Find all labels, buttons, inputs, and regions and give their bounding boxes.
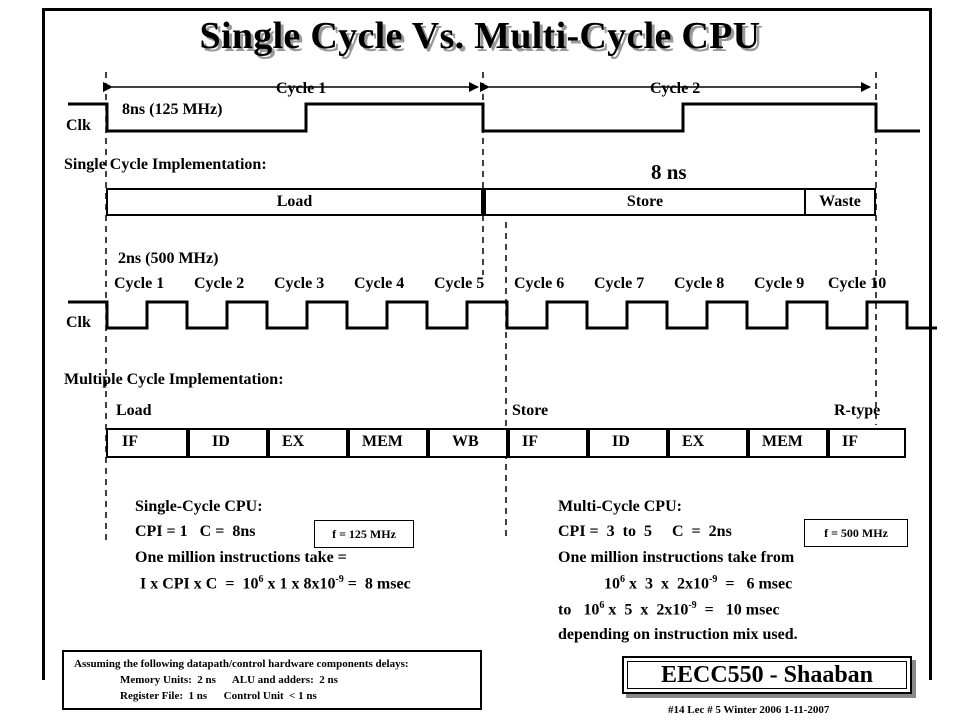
single-cpu-cpi: CPI = 1 C = 8ns xyxy=(135,523,256,540)
stage-divider xyxy=(266,430,270,456)
multi-cycle-label: Cycle 4 xyxy=(354,275,405,292)
multi-cpu-formula-min: 106 x 3 x 2x10-9 = 6 msec xyxy=(604,574,793,593)
single-cycle2-label: Cycle 2 xyxy=(650,80,701,97)
multi-cycle-label: Cycle 9 xyxy=(754,275,805,292)
multi-impl-label: Multiple Cycle Implementation: xyxy=(64,371,284,388)
single-clk-label: Clk xyxy=(66,117,91,134)
segment-waste: Waste xyxy=(819,193,861,210)
brand-inner-border xyxy=(627,661,907,689)
single-clock-waveform xyxy=(68,102,920,133)
stage-label: IF xyxy=(122,433,138,450)
bar-divider xyxy=(481,188,486,216)
single-freq-badge: f = 125 MHz xyxy=(314,520,414,548)
stage-label: MEM xyxy=(762,433,803,450)
multi-cycle-label: Cycle 10 xyxy=(828,275,887,292)
single-cpu-line3: One million instructions take = xyxy=(135,549,347,566)
stage-cell: MEM xyxy=(748,430,828,456)
stage-divider xyxy=(666,430,670,456)
stage-cell: ID xyxy=(188,430,268,456)
stage-label: ID xyxy=(612,433,630,450)
multi-cpu-cpi: CPI = 3 to 5 C = 2ns xyxy=(558,523,732,540)
multi-cycle-label: Cycle 1 xyxy=(114,275,165,292)
single-cpu-formula: I x CPI x C = 106 x 1 x 8x10-9 = 8 msec xyxy=(140,574,411,593)
multi-cpu-formula-max: to 106 x 5 x 2x10-9 = 10 msec xyxy=(558,600,780,619)
stage-cell: WB xyxy=(428,430,508,456)
group-label-store: Store xyxy=(512,402,549,419)
stage-label: IF xyxy=(522,433,538,450)
multi-cycle-label: Cycle 2 xyxy=(194,275,245,292)
multi-cycle-label: Cycle 6 xyxy=(514,275,565,292)
multi-cycle-label: Cycle 8 xyxy=(674,275,725,292)
stage-label: WB xyxy=(452,433,479,450)
stage-cell: IF xyxy=(508,430,588,456)
stage-cell: ID xyxy=(588,430,668,456)
stage-label: EX xyxy=(682,433,705,450)
stage-cell: EX xyxy=(668,430,748,456)
stage-label: MEM xyxy=(362,433,403,450)
stage-divider xyxy=(586,430,590,456)
multi-cpu-heading: Multi-Cycle CPU: xyxy=(558,498,682,515)
group-label-load: Load xyxy=(116,402,152,419)
single-duration-label: 8 ns xyxy=(651,160,687,184)
slide-title: Single Cycle Vs. Multi-Cycle CPU xyxy=(199,15,761,57)
group-label-rtype: R-type xyxy=(834,402,881,419)
multi-cpu-line6: depending on instruction mix used. xyxy=(558,626,798,643)
bar-divider xyxy=(804,190,806,214)
slide-frame xyxy=(42,8,932,680)
assumptions-row: Register File: 1 ns Control Unit < 1 ns xyxy=(120,690,317,702)
multi-clk-label: Clk xyxy=(66,314,91,331)
multi-clock-waveform xyxy=(68,300,937,330)
multi-cycle-label: Cycle 7 xyxy=(594,275,645,292)
stage-cell: EX xyxy=(268,430,348,456)
single-cpu-heading: Single-Cycle CPU: xyxy=(135,498,263,515)
assumptions-box: Assuming the following datapath/control … xyxy=(62,650,482,710)
multi-freq-badge: f = 500 MHz xyxy=(804,519,908,547)
lecture-info: #14 Lec # 5 Winter 2006 1-11-2007 xyxy=(668,704,830,716)
stage-divider xyxy=(346,430,350,456)
single-cycle1-label: Cycle 1 xyxy=(276,80,327,97)
stage-cell: IF xyxy=(108,430,188,456)
brand-text: EECC550 - Shaaban xyxy=(660,662,874,688)
stage-divider xyxy=(826,430,830,456)
course-brand-badge: EECC550 - Shaaban xyxy=(622,656,912,694)
stage-label: ID xyxy=(212,433,230,450)
multi-period-label: 2ns (500 MHz) xyxy=(118,250,219,267)
segment-store: Store xyxy=(626,193,664,210)
multi-cpu-line3: One million instructions take from xyxy=(558,549,795,566)
single-impl-label: Single Cycle Implementation: xyxy=(64,156,267,173)
multi-cycle-bar: IF ID EX MEM WB IF ID EX MEM IF xyxy=(106,428,906,458)
stage-cell: IF xyxy=(828,430,904,456)
multi-cycle-label: Cycle 3 xyxy=(274,275,325,292)
multi-cycle-label: Cycle 5 xyxy=(434,275,485,292)
stage-divider xyxy=(506,430,510,456)
assumptions-heading: Assuming the following datapath/control … xyxy=(74,658,409,670)
stage-divider xyxy=(746,430,750,456)
assumptions-row: Memory Units: 2 ns ALU and adders: 2 ns xyxy=(120,674,338,686)
stage-divider xyxy=(426,430,430,456)
stage-divider xyxy=(186,430,190,456)
single-cycle-bar: Load Store Waste xyxy=(106,188,876,216)
stage-label: IF xyxy=(842,433,858,450)
single-period-label: 8ns (125 MHz) xyxy=(122,101,223,118)
stage-label: EX xyxy=(282,433,305,450)
segment-load: Load xyxy=(276,193,313,210)
stage-cell: MEM xyxy=(348,430,428,456)
